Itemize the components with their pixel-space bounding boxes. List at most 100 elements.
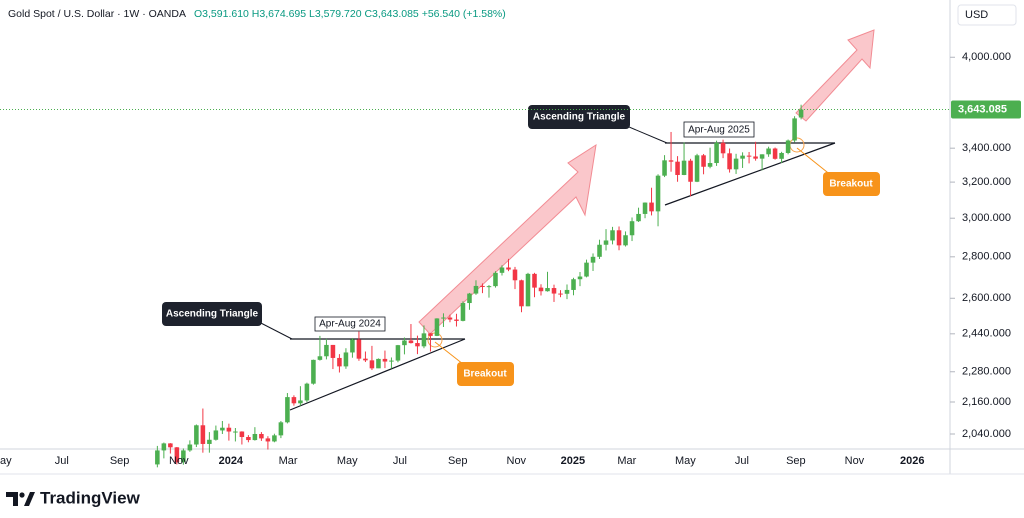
candle-body bbox=[324, 344, 329, 357]
period-box bbox=[314, 316, 386, 332]
candle-body bbox=[213, 430, 219, 440]
callout-box bbox=[528, 105, 630, 129]
candle-body bbox=[649, 202, 654, 212]
candle-body bbox=[525, 273, 531, 307]
candle-body bbox=[421, 333, 427, 347]
candle-body bbox=[265, 438, 271, 442]
period-text: Apr-Aug 2025 bbox=[688, 125, 750, 136]
candle-body bbox=[356, 339, 362, 359]
x-tick-label: Mar bbox=[279, 455, 298, 467]
candle-body bbox=[252, 433, 258, 441]
candle-body bbox=[714, 142, 719, 164]
breakout-box bbox=[823, 172, 880, 196]
y-tick-label: 3,200.000 bbox=[962, 176, 1011, 188]
candle-body bbox=[707, 163, 713, 167]
x-tick-label: Nov bbox=[845, 455, 865, 467]
x-tick-label: Jul bbox=[393, 455, 407, 467]
candle-body bbox=[278, 422, 284, 436]
candle-body bbox=[590, 256, 596, 263]
candle-body bbox=[746, 155, 752, 157]
y-tick-label: 2,800.000 bbox=[962, 251, 1011, 263]
candle-body bbox=[174, 447, 180, 463]
candle-body bbox=[499, 267, 505, 273]
candle-body bbox=[382, 358, 388, 362]
x-tick-label: Jul bbox=[735, 455, 749, 467]
chart-title: Gold Spot / U.S. Dollar · 1W · OANDA bbox=[8, 8, 186, 20]
candle-body bbox=[239, 431, 245, 438]
candle-body bbox=[480, 285, 485, 287]
candle-body bbox=[772, 148, 778, 159]
y-tick-label: 2,160.000 bbox=[962, 396, 1011, 408]
x-tick-label: Mar bbox=[617, 455, 636, 467]
candle-body bbox=[798, 109, 804, 118]
candle-body bbox=[785, 140, 791, 153]
candle-body bbox=[694, 155, 700, 182]
candle-body bbox=[363, 358, 368, 361]
candle-body bbox=[512, 269, 518, 281]
candle-body bbox=[194, 425, 199, 445]
currency-box bbox=[957, 4, 1017, 26]
candle-body bbox=[571, 279, 576, 290]
callout-box bbox=[162, 302, 262, 326]
candle-body bbox=[408, 340, 414, 344]
candle-body bbox=[642, 202, 648, 214]
candle-body bbox=[779, 152, 784, 159]
candle-body bbox=[753, 156, 758, 159]
candle-body bbox=[187, 444, 193, 451]
x-tick-label: Jul bbox=[55, 455, 69, 467]
logo-mark bbox=[19, 492, 25, 498]
candle-body bbox=[506, 267, 511, 270]
y-tick-label: 4,000.000 bbox=[962, 51, 1011, 63]
x-tick-label: Sep bbox=[448, 455, 468, 467]
candle-body bbox=[577, 276, 583, 280]
candle-body bbox=[629, 221, 635, 236]
candle-body bbox=[317, 356, 323, 360]
candle-body bbox=[701, 155, 706, 167]
projection-arrow bbox=[418, 143, 597, 335]
candle-body bbox=[493, 272, 498, 287]
candle-body bbox=[668, 160, 674, 162]
candle-body bbox=[766, 148, 771, 155]
callout-pointer bbox=[621, 123, 668, 144]
candle-body bbox=[298, 400, 303, 404]
candle-body bbox=[473, 285, 479, 294]
support-line bbox=[289, 338, 466, 411]
candle-body bbox=[226, 427, 232, 432]
candle-body bbox=[558, 293, 563, 295]
candle-body bbox=[584, 262, 589, 277]
brand-name: TradingView bbox=[40, 488, 141, 507]
candle-body bbox=[519, 280, 524, 307]
candle-body bbox=[532, 273, 537, 288]
candle-body bbox=[441, 317, 446, 319]
support-line bbox=[664, 142, 836, 206]
x-tick-label: May bbox=[675, 455, 696, 467]
candle-body bbox=[662, 160, 667, 176]
annotation-labels: Ascending Triangle Apr-Aug 2024 Breakout… bbox=[166, 112, 873, 380]
candle-body bbox=[720, 142, 726, 154]
x-tick-label: Nov bbox=[169, 455, 189, 467]
x-tick-label: Sep bbox=[110, 455, 130, 467]
candle-body bbox=[454, 319, 459, 321]
candle-body bbox=[616, 230, 622, 246]
candle-body bbox=[343, 352, 349, 367]
breakout-text: Breakout bbox=[463, 369, 507, 380]
candle-body bbox=[551, 288, 557, 294]
x-tick-label: 2026 bbox=[900, 455, 924, 467]
x-tick-label: Sep bbox=[786, 455, 806, 467]
candle-body bbox=[304, 383, 310, 401]
x-tick-label: 2024 bbox=[219, 455, 244, 467]
candle-body bbox=[597, 244, 602, 257]
candle-body bbox=[603, 240, 609, 245]
last-price-box bbox=[951, 100, 1021, 119]
last-price-label: 3,643.085 bbox=[958, 103, 1007, 115]
drawings bbox=[162, 29, 880, 411]
candle-body bbox=[337, 357, 342, 367]
x-tick-label: 2025 bbox=[561, 455, 585, 467]
candle-body bbox=[467, 293, 472, 304]
period-box bbox=[683, 121, 755, 138]
y-tick-label: 2,280.000 bbox=[962, 366, 1011, 378]
candle-body bbox=[395, 345, 401, 361]
candle-body bbox=[727, 153, 732, 170]
